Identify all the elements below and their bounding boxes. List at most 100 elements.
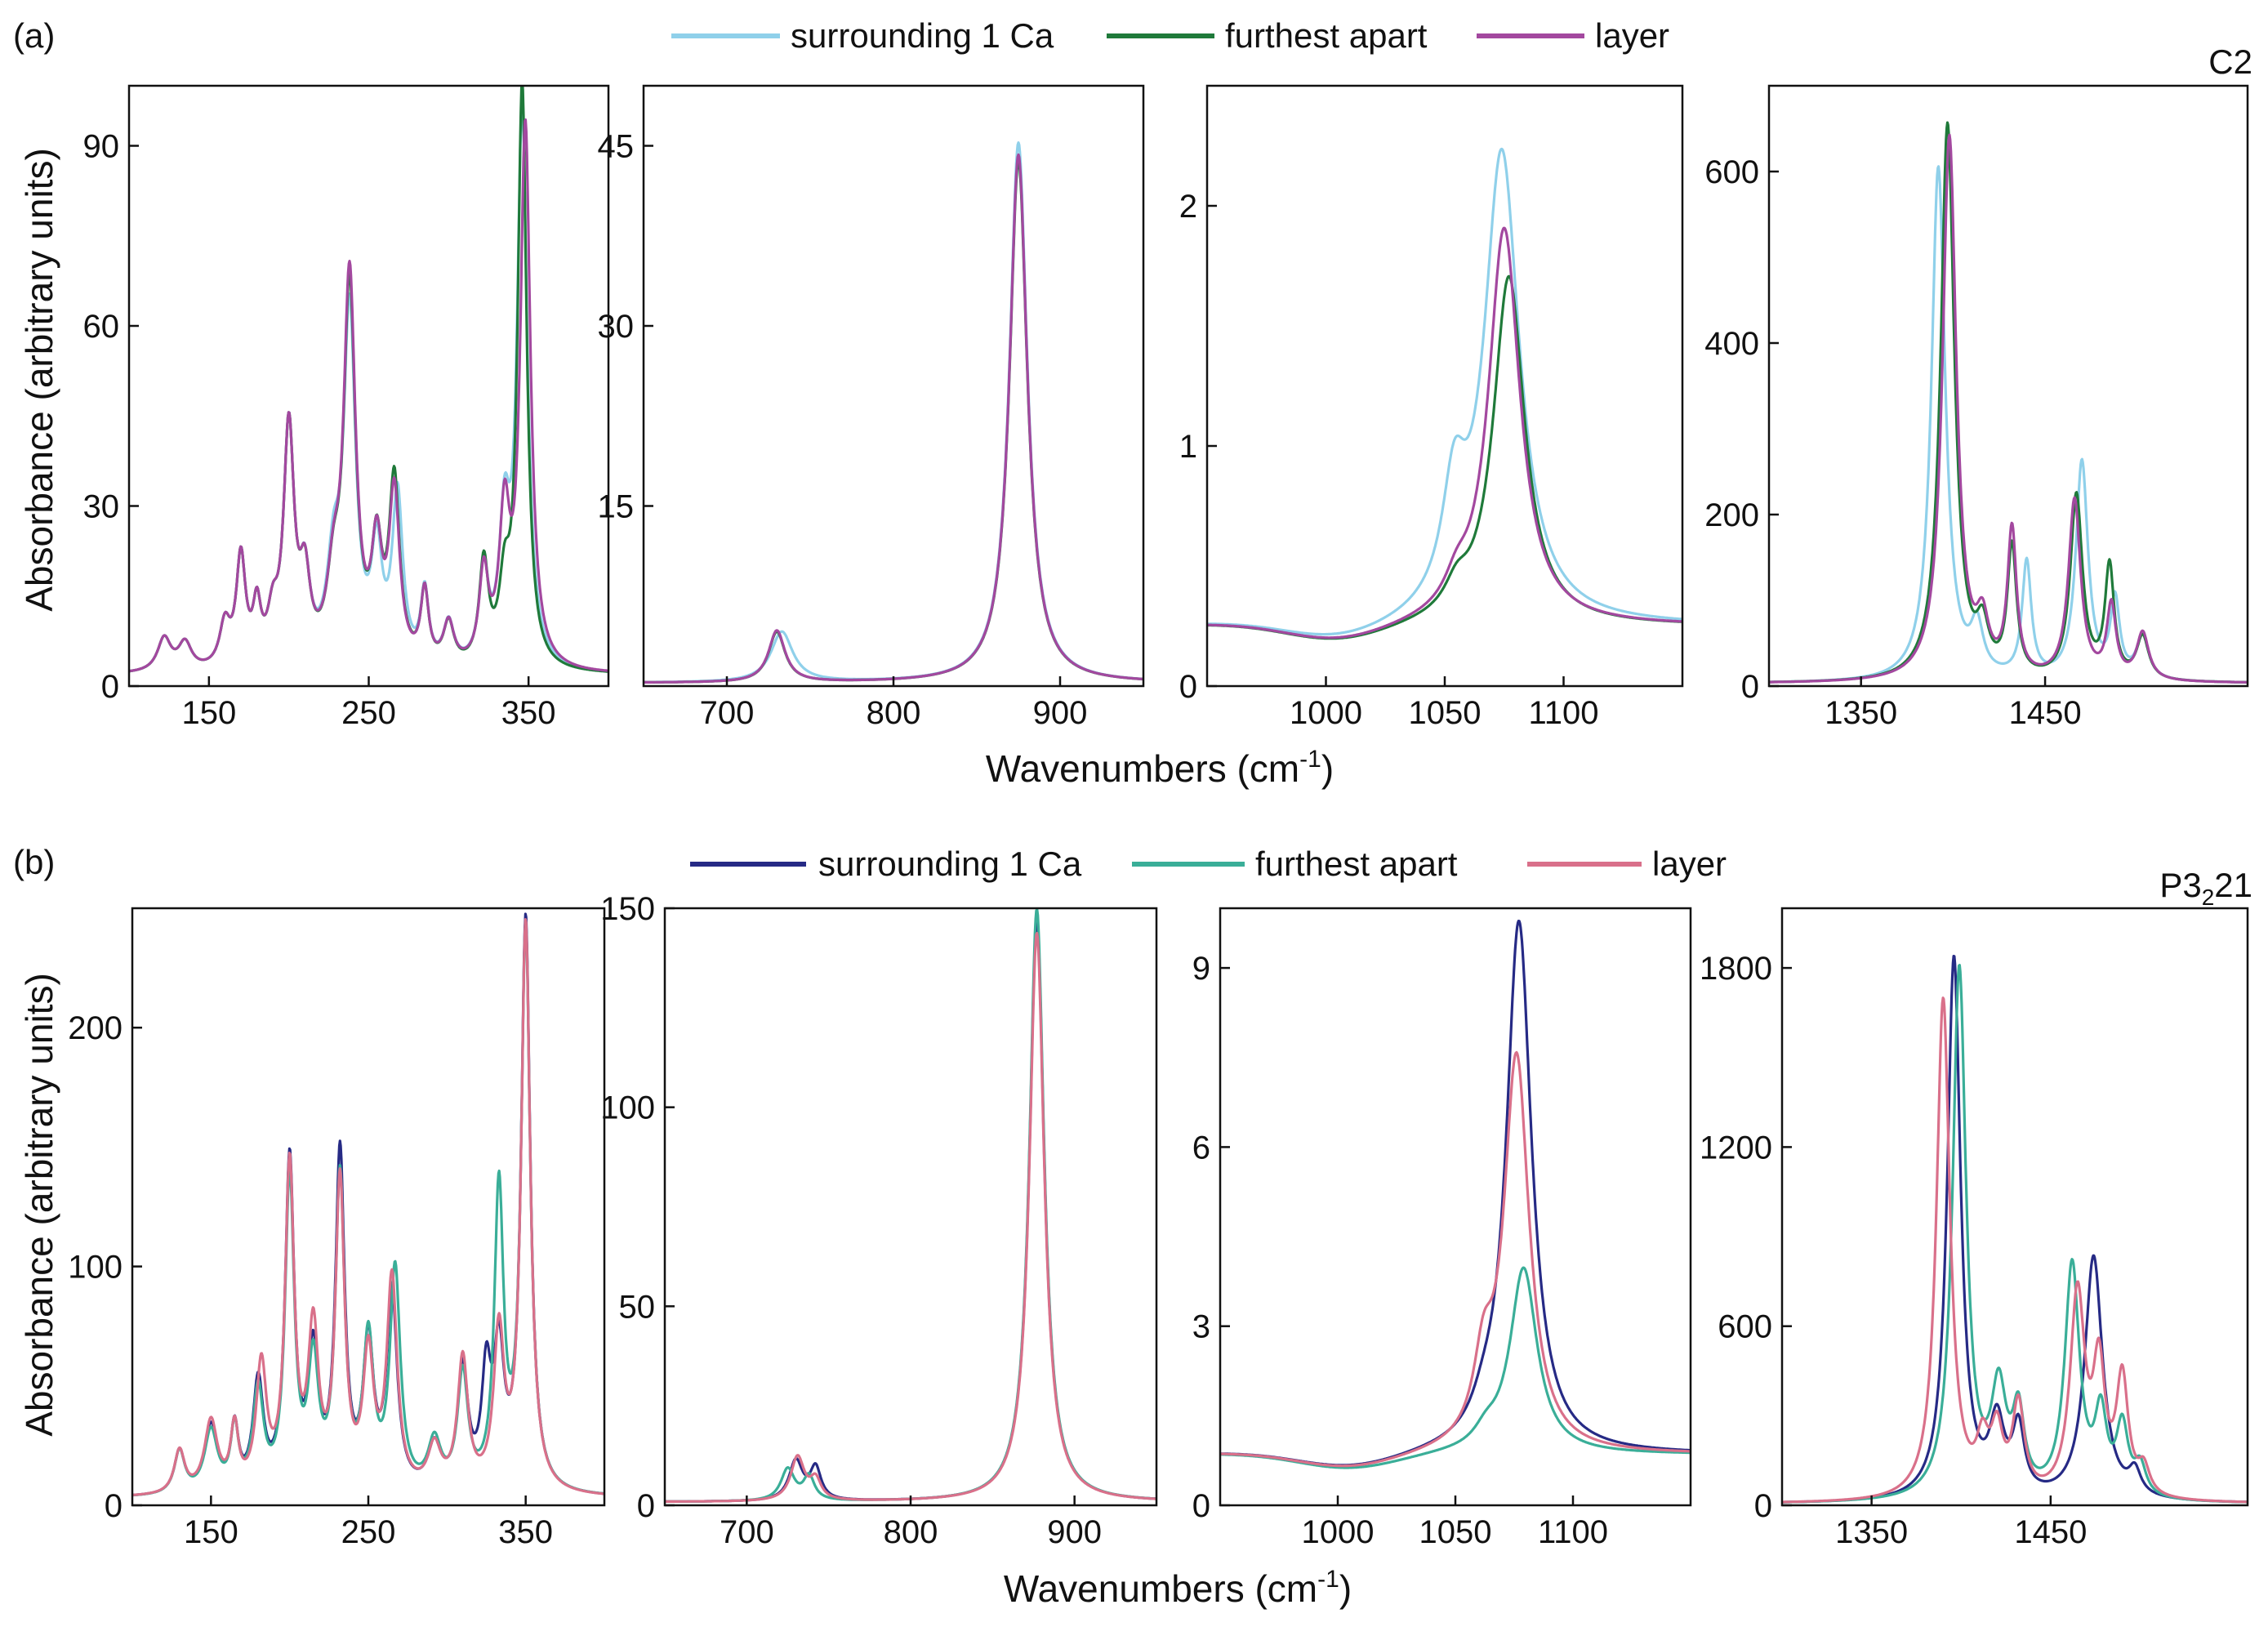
- series-line-b2-0: [665, 920, 1156, 1504]
- series-line-a2-1: [644, 159, 1143, 684]
- chart-a1: 150 250 350 0 30 60 90: [83, 84, 610, 731]
- axes-frame-a4: [1767, 84, 2249, 688]
- legend-a-label-2: layer: [1595, 16, 1669, 55]
- x-tick-label-b4-0: 1350: [1835, 1514, 1908, 1550]
- axes-frame-b1: [131, 907, 606, 1507]
- series-line-a3-2: [1207, 226, 1682, 640]
- x-tick-label-b3-0: 1000: [1302, 1514, 1375, 1550]
- panel-b-tag: P3221: [2159, 866, 2252, 910]
- y-tick-label-b3-0: 0: [1192, 1488, 1210, 1524]
- series-line-a3-1: [1207, 274, 1682, 640]
- y-tick-label-a4-2: 400: [1704, 326, 1759, 362]
- x-tick-label-b4-1: 1450: [2014, 1514, 2087, 1550]
- series-line-b2-2: [665, 931, 1156, 1504]
- y-tick-label-b1-2: 200: [68, 1010, 123, 1046]
- series-line-a3-0: [1207, 147, 1682, 636]
- series-line-b2-1: [665, 908, 1156, 1504]
- chart-b2: 700 800 900 0 50 100 150: [600, 891, 1158, 1550]
- series-line-b1-0: [132, 912, 604, 1497]
- x-tick-label-a2-0: 700: [700, 695, 755, 731]
- y-axis-label-a: Absorbance (arbitrary units): [18, 148, 60, 612]
- x-tick-label-b1-1: 250: [341, 1514, 396, 1550]
- legend-a-label-1: furthest apart: [1225, 16, 1428, 55]
- y-tick-label-a2-2: 45: [598, 129, 635, 165]
- y-tick-label-b3-3: 9: [1192, 951, 1210, 987]
- y-tick-label-b2-1: 50: [619, 1289, 656, 1325]
- y-tick-label-b1-1: 100: [68, 1250, 123, 1286]
- panel-b-tag-end: 21: [2214, 866, 2252, 904]
- series-line-b3-2: [1220, 1050, 1691, 1468]
- series-line-b1-1: [132, 920, 604, 1497]
- x-tick-label-a1-0: 150: [181, 695, 236, 731]
- x-tick-label-b2-2: 900: [1047, 1514, 1102, 1550]
- x-tick-label-a2-1: 800: [867, 695, 921, 731]
- series-line-a2-0: [644, 141, 1143, 684]
- axes-frame-b4: [1780, 907, 2249, 1507]
- y-tick-label-a4-0: 0: [1741, 669, 1759, 705]
- x-axis-label-a-end: ): [1321, 747, 1334, 790]
- panel-a-label: (a): [13, 16, 55, 55]
- x-tick-label-b1-0: 150: [184, 1514, 238, 1550]
- legend-a: surrounding 1 Ca furthest apart layer: [671, 16, 1669, 55]
- x-tick-label-a4-1: 1450: [2009, 695, 2082, 731]
- x-axis-label-a-sup: -1: [1299, 746, 1321, 773]
- y-tick-label-a3-1: 1: [1179, 429, 1197, 465]
- y-tick-label-a2-1: 30: [598, 309, 635, 345]
- x-tick-label-b2-0: 700: [720, 1514, 774, 1550]
- y-tick-label-b4-0: 0: [1754, 1488, 1772, 1524]
- x-axis-label-a-main: Wavenumbers (cm: [986, 747, 1299, 790]
- x-axis-label-a: Wavenumbers (cm-1): [986, 746, 1334, 790]
- y-tick-label-b2-3: 150: [600, 891, 655, 927]
- y-tick-label-a1-1: 30: [83, 489, 120, 525]
- x-tick-label-a1-2: 350: [501, 695, 556, 731]
- series-line-b4-2: [1782, 996, 2248, 1504]
- series-line-b3-0: [1220, 919, 1691, 1467]
- y-tick-label-b2-0: 0: [637, 1488, 655, 1524]
- y-tick-label-a3-0: 0: [1179, 669, 1197, 705]
- x-tick-label-b3-2: 1100: [1538, 1514, 1608, 1550]
- y-tick-label-a2-0: 15: [598, 489, 635, 525]
- axes-frame-b2: [663, 907, 1158, 1507]
- axes-frame-a3: [1205, 84, 1684, 688]
- x-tick-label-b2-1: 800: [884, 1514, 938, 1550]
- panel-b-tag-main: P3: [2159, 866, 2201, 904]
- panel-a-tag: C2: [2208, 42, 2252, 81]
- panel-b-label: (b): [13, 843, 55, 881]
- series-line-b4-0: [1782, 954, 2248, 1504]
- x-axis-label-b-sup: -1: [1317, 1566, 1339, 1593]
- chart-a4: 1350 1450 0 200 400 600: [1704, 84, 2249, 731]
- legend-b: surrounding 1 Ca furthest apart layer: [690, 845, 1727, 883]
- y-tick-label-a1-0: 0: [101, 669, 119, 705]
- axes-frame-a2: [642, 84, 1145, 688]
- y-tick-label-b4-2: 1200: [1700, 1130, 1772, 1166]
- series-line-a2-2: [644, 153, 1143, 684]
- x-tick-label-a3-0: 1000: [1290, 695, 1362, 731]
- y-tick-label-b2-2: 100: [600, 1090, 655, 1126]
- legend-a-label-0: surrounding 1 Ca: [791, 16, 1054, 55]
- x-tick-label-a1-1: 250: [341, 695, 396, 731]
- chart-a2: 700 800 900 15 30 45: [598, 84, 1145, 731]
- y-tick-label-b3-1: 3: [1192, 1309, 1210, 1345]
- series-line-a4-2: [1769, 133, 2248, 684]
- x-tick-label-a4-0: 1350: [1825, 695, 1897, 731]
- x-tick-label-a3-1: 1050: [1409, 695, 1482, 731]
- x-tick-label-a3-2: 1100: [1528, 695, 1598, 731]
- chart-a3: 1000 1050 1100 0 1 2: [1179, 84, 1684, 731]
- series-line-a4-1: [1769, 121, 2248, 684]
- series-line-b1-2: [132, 917, 604, 1496]
- y-tick-label-a4-3: 600: [1704, 154, 1759, 190]
- panel-b-tag-sub: 2: [2202, 885, 2215, 910]
- y-tick-label-b4-3: 1800: [1700, 951, 1772, 987]
- x-tick-label-a2-2: 900: [1033, 695, 1088, 731]
- chart-b3: 1000 1050 1100 0 3 6 9: [1192, 907, 1692, 1550]
- series-line-a1-2: [129, 118, 608, 673]
- axes-frame-b3: [1219, 907, 1692, 1507]
- chart-b4: 1350 1450 0 600 1200 1800: [1700, 907, 2249, 1550]
- y-tick-label-a1-2: 60: [83, 309, 120, 345]
- x-axis-label-b-main: Wavenumbers (cm: [1004, 1567, 1317, 1610]
- y-axis-label-b: Absorbance (arbitrary units): [18, 973, 60, 1437]
- x-axis-label-b-end: ): [1339, 1567, 1352, 1610]
- y-tick-label-a4-1: 200: [1704, 497, 1759, 533]
- x-tick-label-b1-2: 350: [498, 1514, 553, 1550]
